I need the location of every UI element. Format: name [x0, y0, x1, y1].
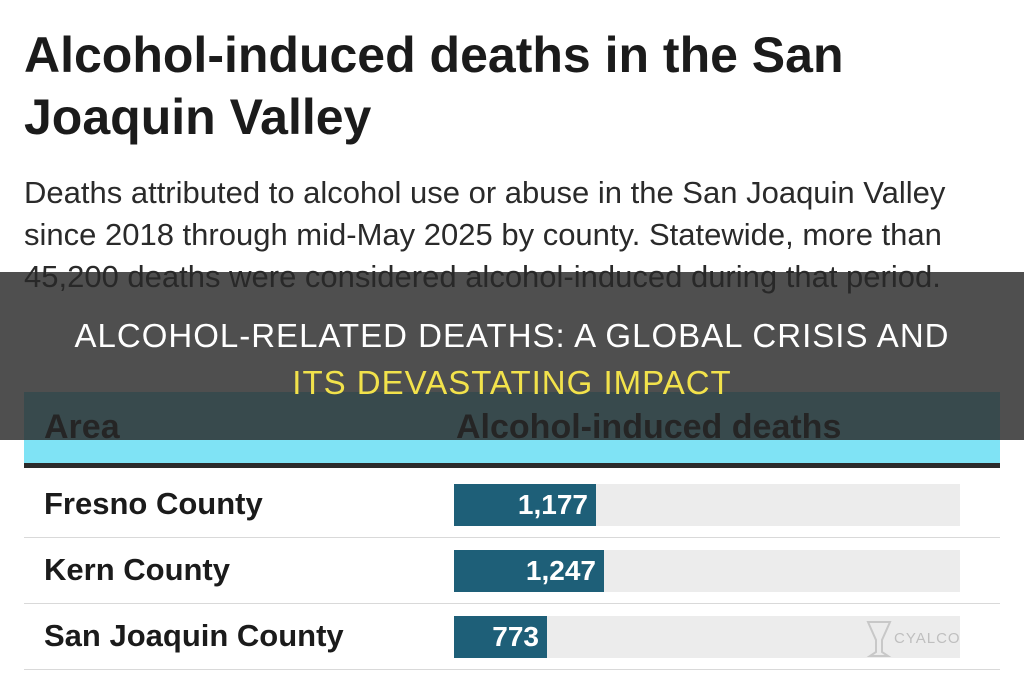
table-row: San Joaquin County 773: [24, 604, 1000, 670]
bar-value-label: 1,177: [517, 489, 588, 520]
row-label: San Joaquin County: [44, 618, 344, 653]
table-row: Kern County 1,247: [24, 538, 1000, 604]
row-label: Kern County: [44, 552, 230, 587]
bar: 1,247: [454, 550, 604, 592]
bar-track: 1,177: [454, 484, 960, 526]
overlay-title: ALCOHOL-RELATED DEATHS: A GLOBAL CRISIS …: [0, 312, 1024, 406]
bar-track: 1,247: [454, 550, 960, 592]
bar-value-label: 1,247: [525, 555, 596, 586]
wine-glass-icon: [866, 621, 892, 657]
bar-value-label: 773: [492, 621, 539, 652]
overlay-title-line2: ITS DEVASTATING IMPACT: [292, 364, 732, 401]
watermark-logo: CYALCO: [864, 618, 1014, 662]
overlay-title-line1: ALCOHOL-RELATED DEATHS: A GLOBAL CRISIS …: [74, 317, 950, 354]
chart-title: Alcohol-induced deaths in the San Joaqui…: [24, 27, 844, 145]
row-label: Fresno County: [44, 486, 263, 521]
bar: 773: [454, 616, 547, 658]
title-overlay: ALCOHOL-RELATED DEATHS: A GLOBAL CRISIS …: [0, 272, 1024, 440]
watermark-text: CYALCO: [894, 630, 961, 647]
table-row: Fresno County 1,177: [24, 472, 1000, 538]
bar: 1,177: [454, 484, 596, 526]
